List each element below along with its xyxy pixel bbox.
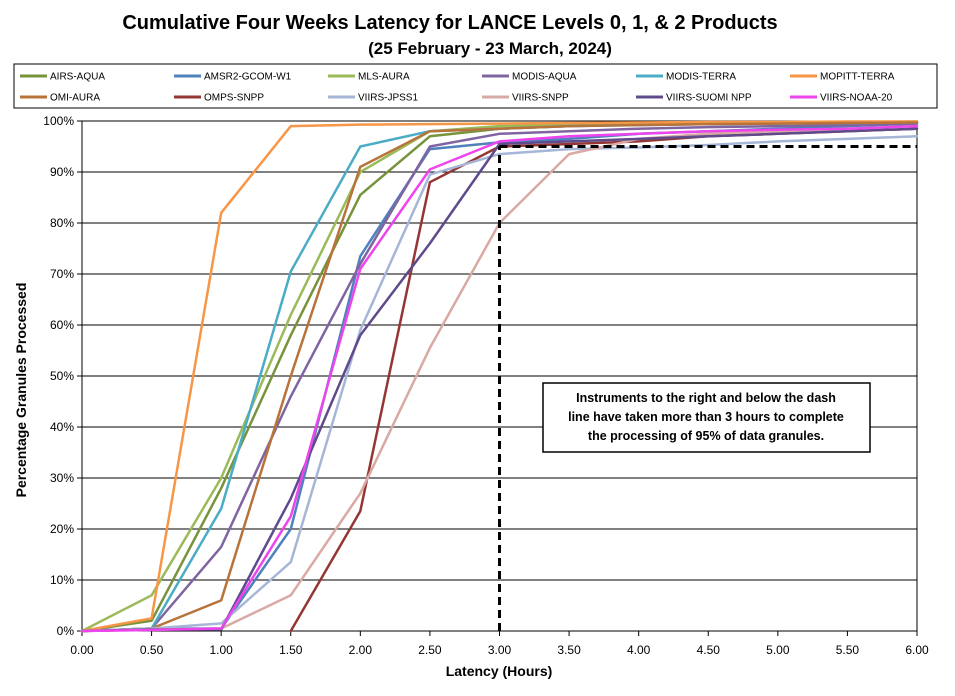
annotation-line-2: line have taken more than 3 hours to com… bbox=[568, 410, 844, 424]
x-tick-label: 2.00 bbox=[349, 643, 373, 657]
y-axis-title: Percentage Granules Processed bbox=[13, 283, 29, 498]
x-tick-label: 1.50 bbox=[279, 643, 303, 657]
legend-label-amsr2-gcom-w1: AMSR2-GCOM-W1 bbox=[204, 72, 292, 83]
x-tick-label: 5.00 bbox=[766, 643, 790, 657]
legend-label-omi-aura: OMI-AURA bbox=[50, 93, 100, 104]
y-tick-label: 90% bbox=[50, 165, 74, 179]
legend-label-mls-aura: MLS-AURA bbox=[358, 72, 410, 83]
legend-label-airs-aqua: AIRS-AQUA bbox=[50, 72, 105, 83]
y-tick-label: 30% bbox=[50, 471, 74, 485]
series-line-modis-aqua bbox=[80, 122, 919, 633]
series-line-mopitt-terra bbox=[80, 120, 919, 633]
x-tick-label: 4.50 bbox=[697, 643, 721, 657]
legend-label-modis-aqua: MODIS-AQUA bbox=[512, 72, 577, 83]
x-axis-title: Latency (Hours) bbox=[446, 663, 553, 679]
y-tick-label: 40% bbox=[50, 420, 74, 434]
y-tick-label: 80% bbox=[50, 216, 74, 230]
legend-label-viirs-jpss1: VIIRS-JPSS1 bbox=[358, 93, 418, 104]
legend-label-viirs-snpp: VIIRS-SNPP bbox=[512, 93, 569, 104]
series-line-omps-snpp bbox=[289, 127, 919, 633]
series bbox=[80, 120, 919, 633]
y-tick-label: 0% bbox=[57, 624, 75, 638]
legend-label-viirs-noaa-20: VIIRS-NOAA-20 bbox=[820, 93, 893, 104]
chart-subtitle: (25 February - 23 March, 2024) bbox=[368, 39, 612, 58]
legend-label-mopitt-terra: MOPITT-TERRA bbox=[820, 72, 895, 83]
x-tick-label: 3.00 bbox=[488, 643, 512, 657]
x-tick-label: 1.00 bbox=[209, 643, 233, 657]
chart-title: Cumulative Four Weeks Latency for LANCE … bbox=[122, 12, 777, 34]
legend-label-viirs-suomi-npp: VIIRS-SUOMI NPP bbox=[666, 93, 752, 104]
y-axis-ticks: 0% 10% 20% 30% 40% 50% 60% 70% 80% 90% 100% bbox=[43, 114, 82, 638]
y-tick-label: 70% bbox=[50, 267, 74, 281]
x-tick-label: 2.50 bbox=[418, 643, 442, 657]
annotation-box bbox=[542, 382, 871, 453]
series-line-viirs-noaa-20 bbox=[80, 124, 919, 633]
series-line-viirs-jpss1 bbox=[80, 135, 919, 633]
y-tick-label: 100% bbox=[43, 114, 74, 128]
y-tick-label: 50% bbox=[50, 369, 74, 383]
legend-box bbox=[13, 63, 938, 109]
threshold-dash-line bbox=[498, 145, 917, 631]
legend-label-modis-terra: MODIS-TERRA bbox=[666, 72, 736, 83]
x-axis-ticks: 0.00 0.50 1.00 1.50 2.00 2.50 3.00 3.50 4.00 4.50… bbox=[70, 631, 929, 657]
legend: AIRS-AQUA AMSR2-GCOM-W1 MLS-AURA MODIS-AQUA… bbox=[20, 72, 895, 104]
annotation-line-1: Instruments to the right and below the d… bbox=[576, 391, 836, 405]
x-tick-label: 6.00 bbox=[905, 643, 929, 657]
x-tick-label: 3.50 bbox=[557, 643, 581, 657]
y-tick-label: 60% bbox=[50, 318, 74, 332]
y-tick-label: 20% bbox=[50, 522, 74, 536]
x-tick-label: 0.00 bbox=[70, 643, 94, 657]
y-tick-label: 10% bbox=[50, 573, 74, 587]
legend-label-omps-snpp: OMPS-SNPP bbox=[204, 93, 264, 104]
annotation-line-3: the processing of 95% of data granules. bbox=[588, 429, 824, 443]
series-line-omi-aura bbox=[80, 121, 919, 633]
x-tick-label: 5.50 bbox=[836, 643, 860, 657]
x-tick-label: 0.50 bbox=[140, 643, 164, 657]
x-tick-label: 4.00 bbox=[627, 643, 651, 657]
